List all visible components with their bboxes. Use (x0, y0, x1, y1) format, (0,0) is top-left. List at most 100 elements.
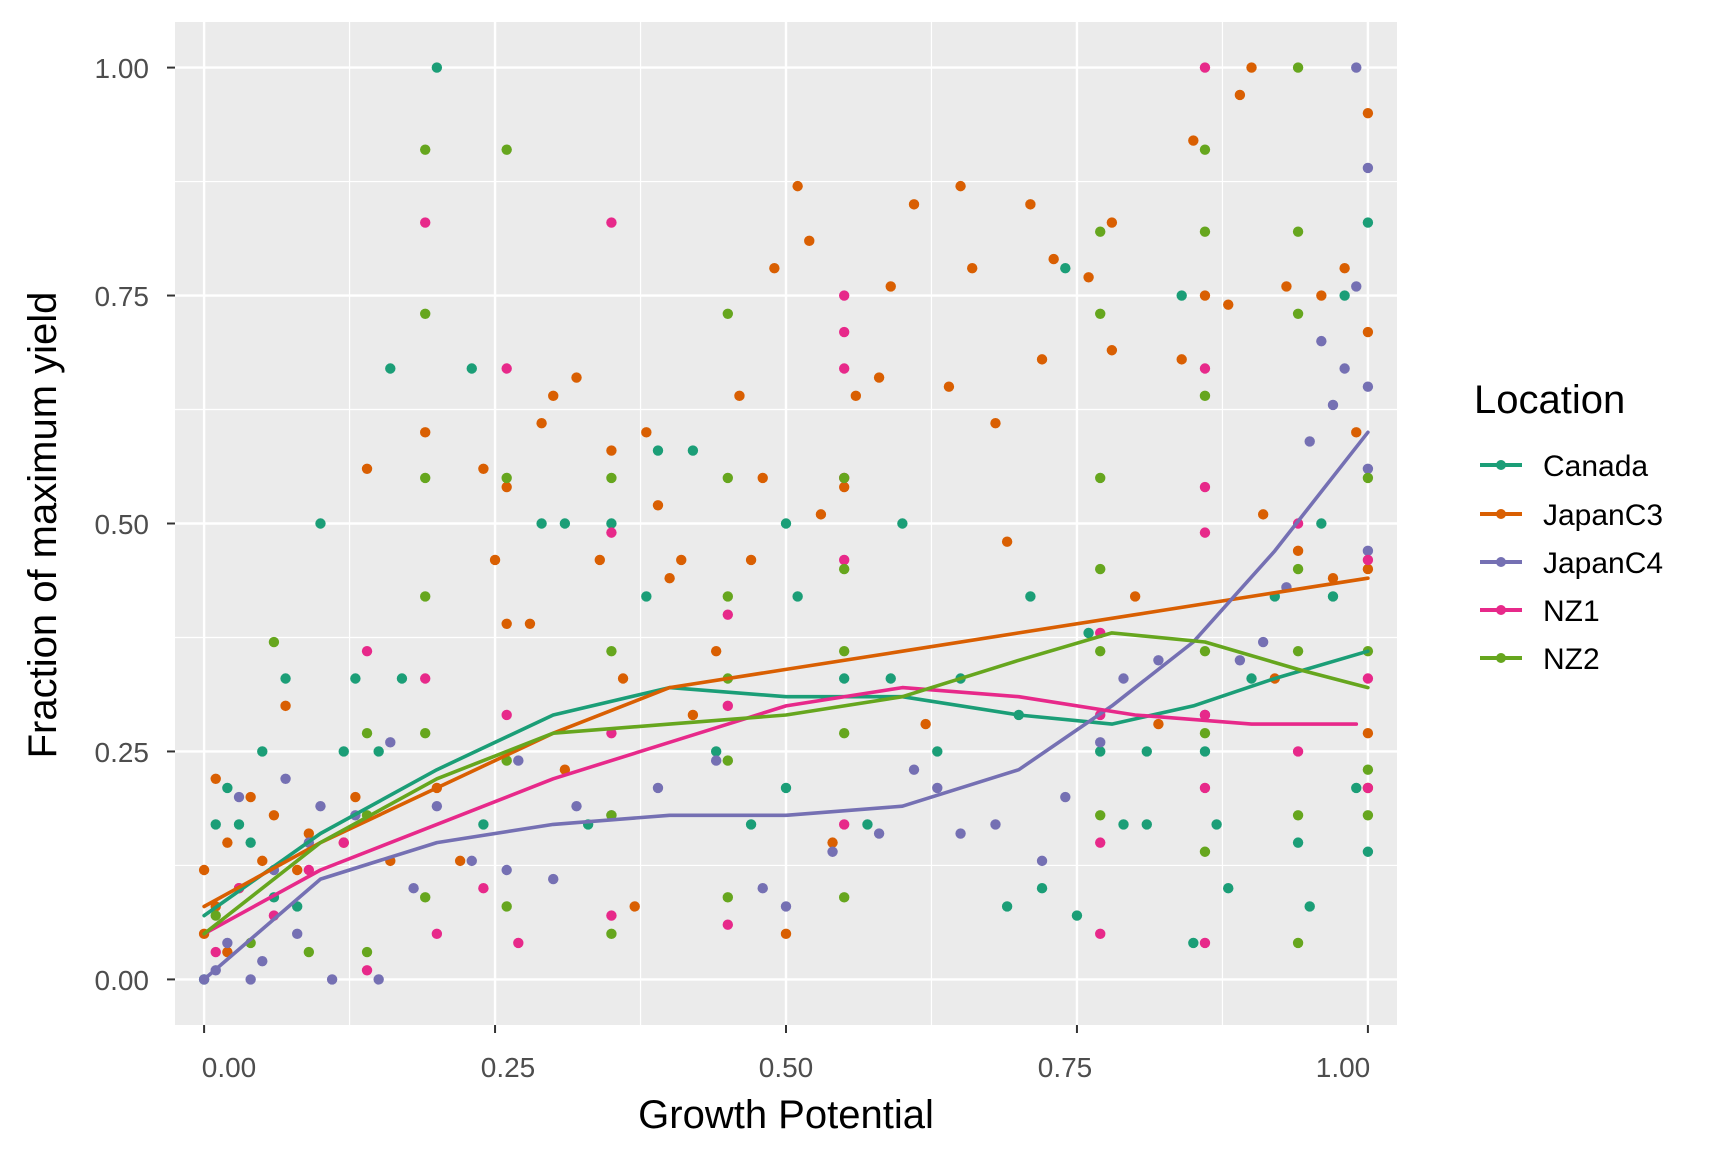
data-point (315, 518, 326, 529)
data-point (303, 828, 315, 839)
data-point (373, 746, 384, 757)
data-point (955, 828, 966, 839)
smooth-lines (202, 430, 1370, 982)
data-point (478, 883, 489, 894)
data-point (897, 518, 908, 529)
y-axis-title: Fraction of maximum yield (21, 292, 65, 759)
data-point (1199, 290, 1211, 301)
data-point (838, 645, 850, 657)
data-point (932, 746, 943, 757)
data-point (1351, 782, 1362, 794)
data-point (1199, 481, 1211, 493)
data-point (420, 217, 431, 228)
data-point (1292, 645, 1304, 657)
data-point (1292, 746, 1304, 757)
data-point (664, 573, 675, 584)
data-point (1071, 910, 1083, 921)
data-point (361, 965, 373, 976)
data-point (548, 873, 559, 885)
data-point (420, 308, 431, 319)
data-point (722, 591, 734, 602)
data-point (1095, 837, 1106, 848)
data-point (722, 892, 734, 903)
data-point (722, 308, 734, 319)
data-point (501, 901, 512, 912)
data-point (606, 928, 617, 940)
data-point (1292, 837, 1304, 848)
legend-label-nz1: NZ1 (1543, 595, 1600, 628)
data-point (1292, 810, 1304, 821)
data-point (257, 746, 268, 757)
data-point (513, 937, 524, 949)
data-point (1292, 226, 1304, 237)
data-point (1153, 718, 1164, 730)
legend-key-point (1496, 605, 1506, 615)
data-point (606, 472, 617, 484)
data-point (1199, 937, 1211, 949)
data-point (524, 618, 536, 629)
data-point (1257, 636, 1269, 648)
data-point (792, 591, 803, 602)
data-point (838, 472, 850, 484)
data-point (745, 554, 757, 566)
data-point (1153, 655, 1164, 666)
data-point (687, 709, 699, 721)
data-point (1316, 290, 1327, 301)
data-point (722, 755, 734, 766)
data-point (652, 500, 664, 511)
legend: Location Canada JapanC3 JapanC4 NZ1 NZ2 (1474, 378, 1663, 676)
data-point (1083, 627, 1094, 639)
y-tick-label: 0.50 (95, 509, 150, 540)
data-point (838, 363, 850, 374)
data-point (338, 746, 349, 757)
data-point (1095, 737, 1106, 748)
data-point (1199, 746, 1211, 757)
data-point (1351, 427, 1362, 438)
data-point (757, 883, 768, 894)
data-point (617, 673, 629, 684)
data-point (804, 235, 815, 247)
data-point (1095, 645, 1106, 657)
data-point (571, 372, 582, 383)
data-point (1199, 363, 1211, 374)
data-point (1129, 591, 1141, 602)
data-point (1339, 262, 1350, 274)
data-point (920, 718, 931, 730)
data-point (606, 217, 617, 228)
data-point (606, 518, 617, 529)
data-point (292, 864, 303, 876)
x-tick-label: 0.50 (759, 1052, 814, 1083)
data-point (1001, 901, 1013, 912)
data-point (338, 837, 349, 848)
data-point (943, 381, 955, 392)
data-point (408, 883, 419, 894)
data-point (955, 180, 966, 192)
data-points (198, 62, 1374, 985)
data-point (827, 837, 838, 848)
legend-label-canada: Canada (1543, 450, 1648, 483)
data-point (757, 472, 768, 484)
data-point (710, 645, 722, 657)
data-point (1339, 363, 1350, 374)
x-tick-label: 0.75 (1038, 1052, 1093, 1083)
data-point (245, 791, 256, 803)
data-point (1362, 545, 1374, 557)
data-point (1362, 728, 1374, 739)
data-point (1316, 335, 1327, 347)
data-point (1362, 764, 1374, 775)
data-point (1188, 937, 1199, 949)
data-point (268, 636, 280, 648)
data-point (792, 180, 803, 192)
data-point (1292, 937, 1304, 949)
data-point (1362, 326, 1374, 338)
data-point (838, 481, 850, 493)
data-point (536, 518, 547, 529)
data-point (431, 928, 443, 940)
data-point (908, 199, 920, 210)
data-point (501, 363, 512, 374)
data-point (1095, 810, 1106, 821)
data-point (315, 800, 326, 812)
data-point (350, 673, 361, 684)
data-point (361, 645, 373, 657)
data-point (233, 791, 245, 803)
